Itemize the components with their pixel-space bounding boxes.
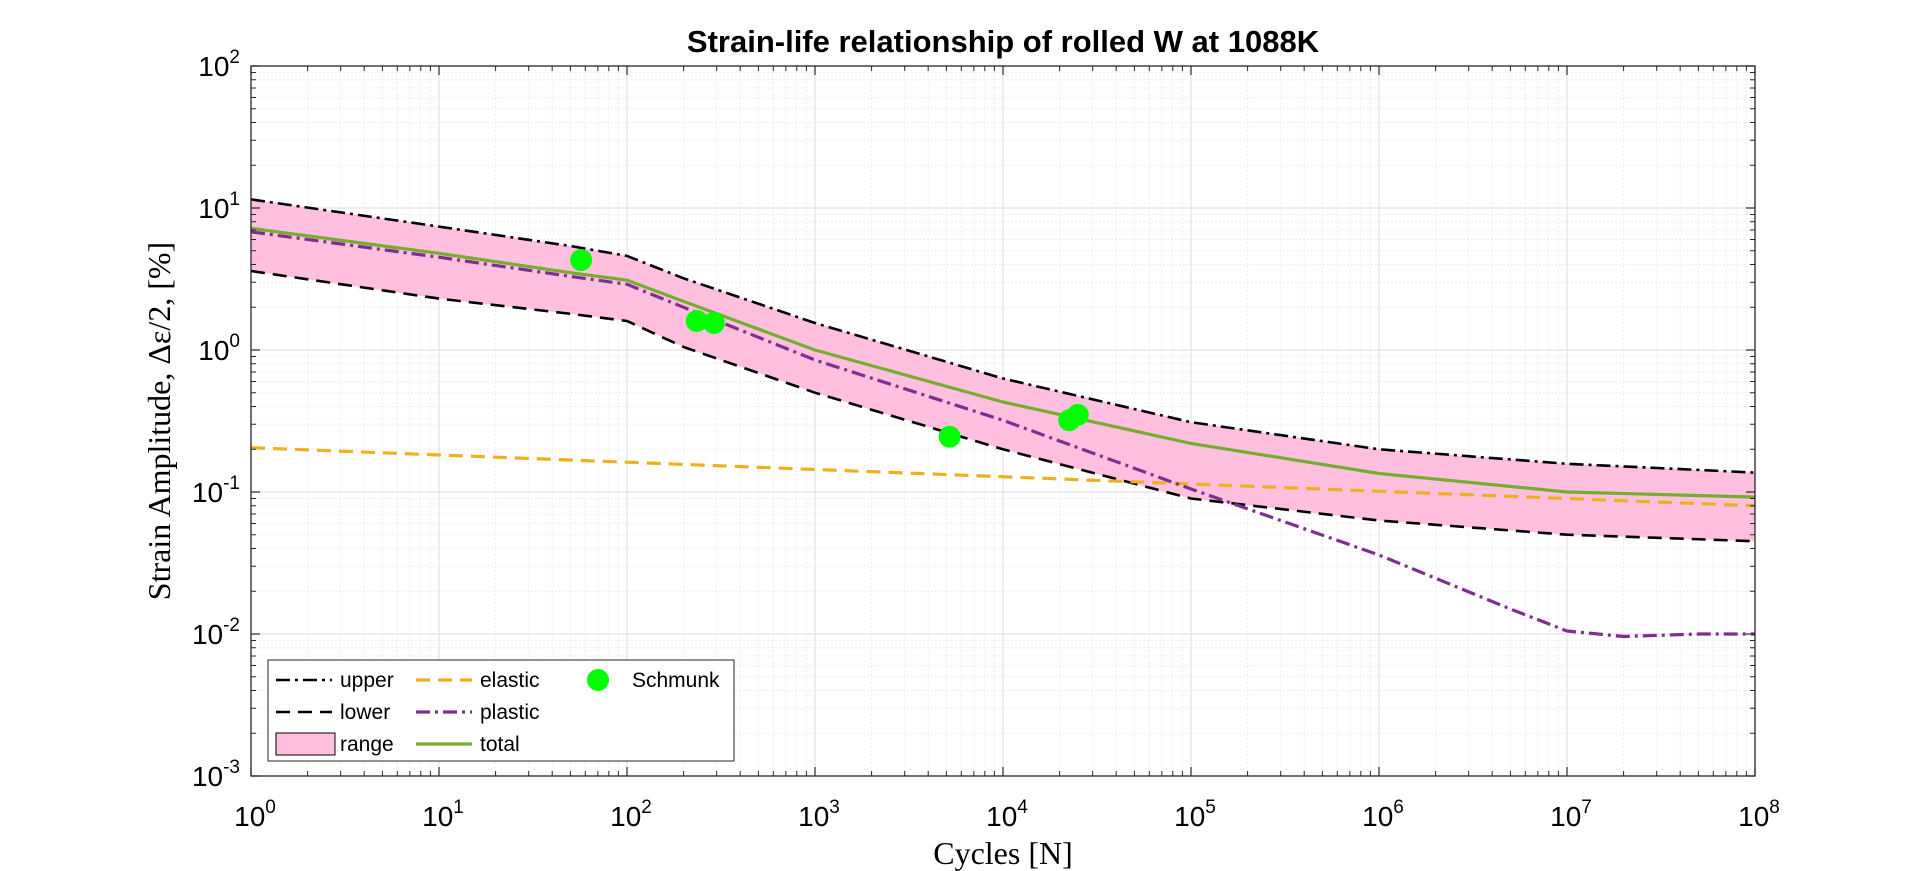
- legend-label-total: total: [480, 733, 520, 756]
- schmunk-data-point: [1066, 403, 1089, 426]
- y-axis-label: Strain Amplitude, Δε/2, [%]: [141, 242, 177, 600]
- y-tick-label: 10-1: [192, 473, 240, 508]
- schmunk-data-point: [685, 310, 708, 333]
- legend-label-upper: upper: [340, 669, 394, 692]
- legend-box: [267, 659, 735, 762]
- y-tick-label: 101: [198, 189, 240, 224]
- x-tick-label: 104: [986, 797, 1028, 832]
- plastic-curve: [250, 230, 1755, 639]
- series-lines: [250, 198, 1756, 639]
- tick-marks: [250, 65, 1756, 777]
- x-tick-label: 107: [1550, 797, 1592, 832]
- legend-label-elastic: elastic: [480, 669, 540, 692]
- y-tick-label: 10-3: [192, 757, 240, 792]
- legend-label-range: range: [340, 733, 394, 756]
- schmunk-data-point: [938, 425, 961, 448]
- x-tick-label: 106: [1362, 797, 1404, 832]
- x-tick-label: 108: [1738, 797, 1780, 832]
- legend-items: upper lower range elastic plastic total Schmun…: [275, 669, 720, 756]
- schmunk-markers: [570, 249, 1089, 448]
- x-tick-labels: 100 101 102 103 104 105 106 107 108: [234, 797, 1780, 832]
- x-tick-label: 101: [422, 797, 464, 832]
- x-tick-label: 102: [610, 797, 652, 832]
- legend-label-plastic: plastic: [480, 701, 540, 724]
- upper-curve: [250, 198, 1756, 474]
- y-tick-labels: 10-3 10-2 10-1 100 101 102: [192, 47, 240, 792]
- legend: upper lower range elastic plastic total Schmun…: [267, 659, 735, 762]
- y-tick-label: 102: [198, 47, 240, 82]
- schmunk-data-point: [702, 311, 725, 334]
- x-tick-label: 105: [1174, 797, 1216, 832]
- y-tick-label: 10-2: [192, 615, 240, 650]
- x-tick-label: 103: [798, 797, 840, 832]
- y-tick-label: 100: [198, 331, 240, 366]
- total-curve: [250, 226, 1756, 499]
- legend-label-lower: lower: [340, 701, 390, 724]
- elastic-curve: [250, 446, 1756, 508]
- legend-label-schmunk: Schmunk: [632, 669, 720, 692]
- x-tick-label: 100: [234, 797, 276, 832]
- schmunk-data-point: [570, 249, 593, 272]
- legend-swatch-range: [275, 732, 336, 756]
- x-axis-label: Cycles [N]: [933, 835, 1073, 871]
- legend-swatch-schmunk: [587, 669, 609, 691]
- lower-curve: [250, 269, 1756, 543]
- chart-title: Strain-life relationship of rolled W at …: [687, 24, 1320, 59]
